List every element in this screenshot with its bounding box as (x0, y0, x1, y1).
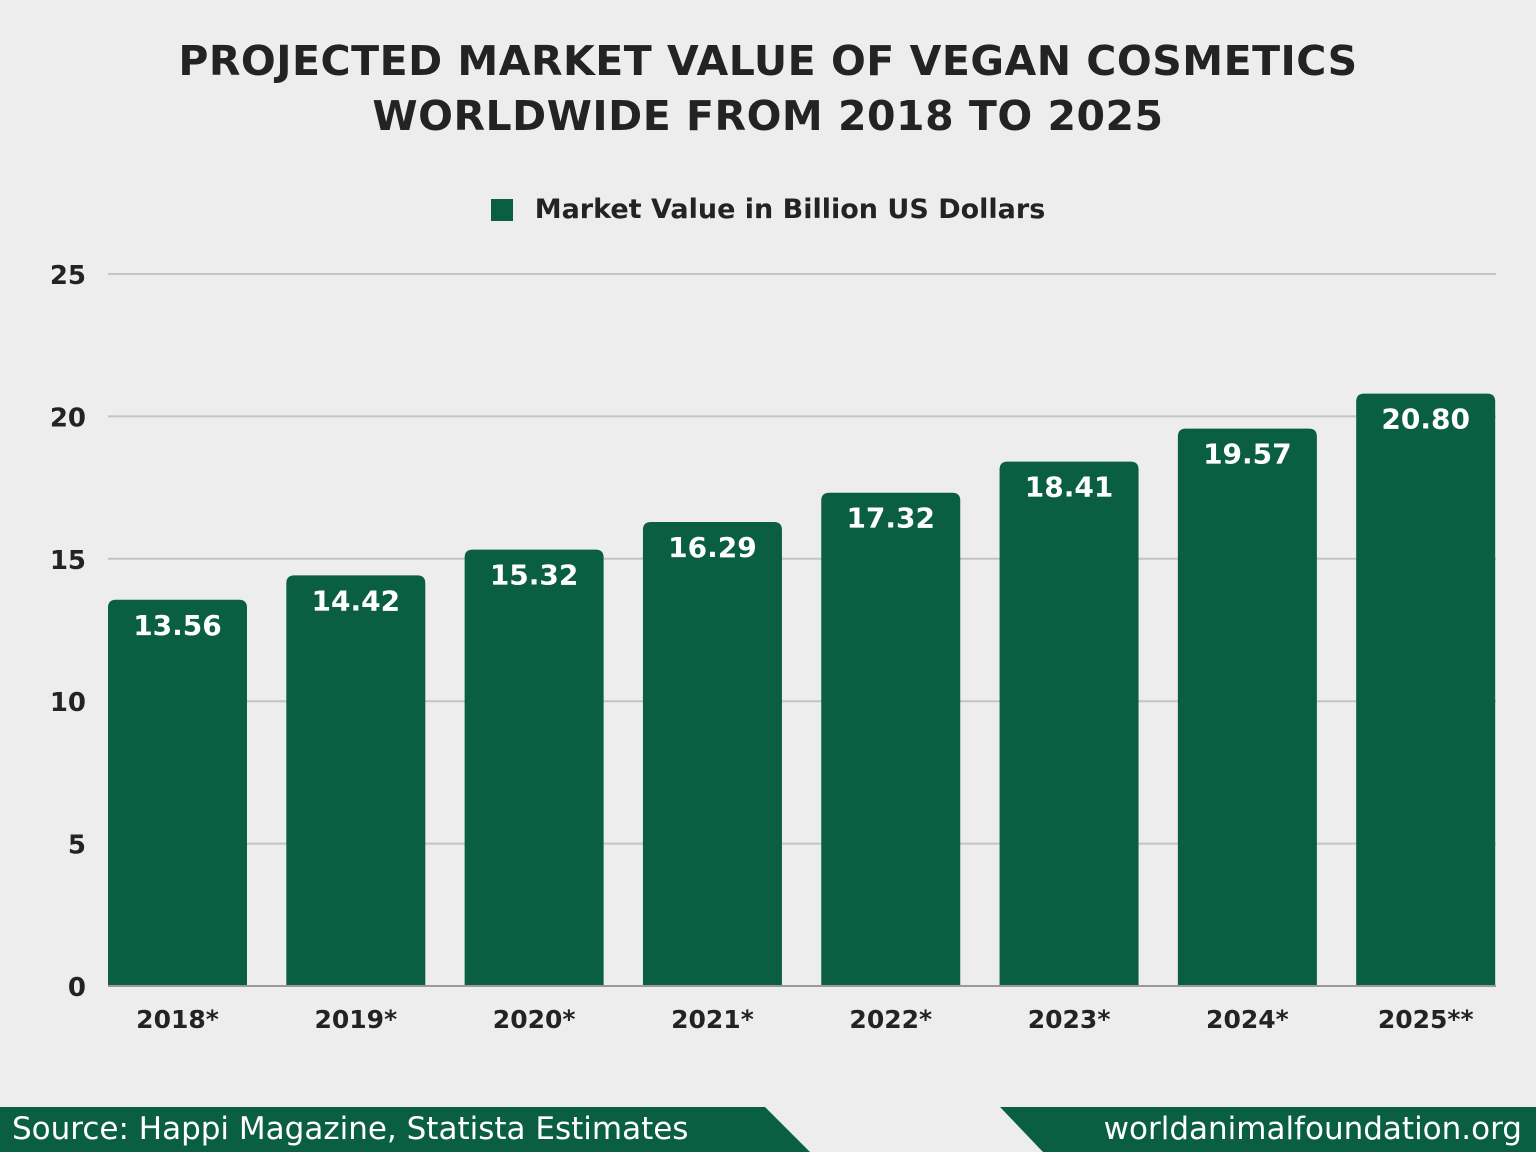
bar (108, 599, 247, 986)
site-text: worldanimalfoundation.org (1103, 1111, 1522, 1147)
x-tick-label: 2021* (671, 1005, 754, 1034)
chart-title-line-2: WORLDWIDE FROM 2018 TO 2025 (372, 92, 1164, 140)
legend-label: Market Value in Billion US Dollars (534, 194, 1046, 225)
y-tick-label: 0 (68, 973, 86, 1003)
chart-title-line-1: PROJECTED MARKET VALUE OF VEGAN COSMETIC… (178, 37, 1358, 85)
chart-title: PROJECTED MARKET VALUE OF VEGAN COSMETIC… (0, 34, 1536, 144)
data-label: 14.42 (312, 584, 401, 617)
bar (999, 461, 1139, 986)
data-label: 13.56 (133, 609, 222, 642)
y-tick-label: 5 (68, 831, 86, 861)
data-label: 20.80 (1381, 403, 1470, 436)
bar (642, 522, 782, 986)
bar (286, 575, 426, 986)
data-label: 18.41 (1025, 471, 1114, 504)
x-tick-label: 2019* (314, 1005, 397, 1034)
x-tick-label: 2025** (1378, 1005, 1474, 1034)
data-label: 17.32 (846, 502, 935, 535)
bar (821, 492, 961, 986)
x-tick-label: 2024* (1206, 1005, 1289, 1034)
source-text: Source: Happi Magazine, Statista Estimat… (12, 1111, 689, 1147)
x-tick-label: 2018* (136, 1005, 219, 1034)
x-tick-label: 2022* (849, 1005, 932, 1034)
legend-swatch (490, 198, 513, 221)
bar (1356, 393, 1496, 987)
y-tick-label: 15 (50, 546, 86, 576)
data-label: 19.57 (1203, 438, 1292, 471)
y-tick-label: 10 (50, 688, 86, 718)
y-tick-label: 20 (50, 403, 86, 433)
legend: Market Value in Billion US Dollars (0, 194, 1536, 225)
data-label: 15.32 (490, 559, 579, 592)
data-label: 16.29 (668, 531, 757, 564)
bar (464, 549, 604, 986)
bar (1177, 428, 1317, 987)
x-tick-label: 2023* (1028, 1005, 1111, 1034)
site-banner: worldanimalfoundation.org (1000, 1107, 1536, 1152)
x-tick-label: 2020* (493, 1005, 576, 1034)
y-tick-label: 25 (50, 261, 86, 291)
source-banner: Source: Happi Magazine, Statista Estimat… (0, 1107, 810, 1152)
